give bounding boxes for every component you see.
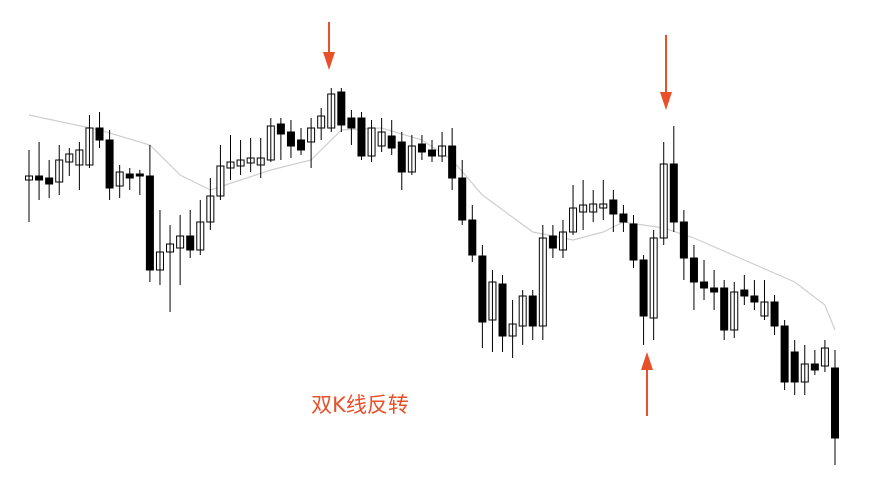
annotation: 双K线反转: [311, 393, 409, 417]
arrow-head: [641, 352, 653, 370]
arrow-head: [323, 52, 335, 70]
arrow-head: [660, 92, 672, 110]
arrows: [323, 22, 672, 416]
